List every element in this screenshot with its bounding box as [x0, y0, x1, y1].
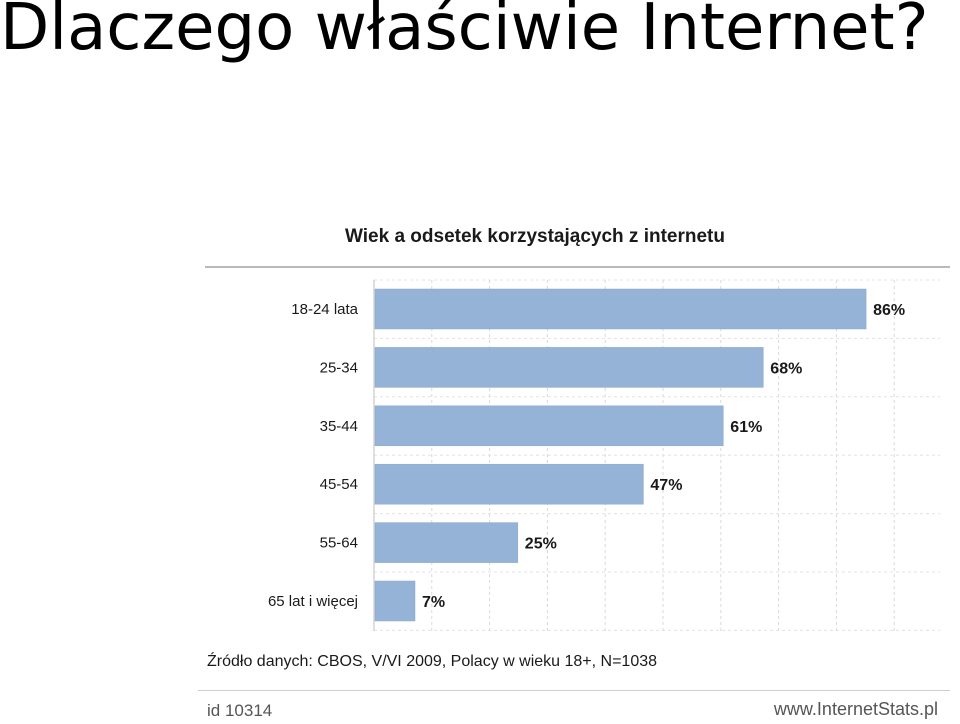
value-label: 47% — [650, 477, 682, 494]
category-label: 35-44 — [320, 418, 358, 435]
category-label: 25-34 — [320, 359, 358, 376]
bar — [374, 347, 764, 388]
value-label: 25% — [525, 536, 557, 553]
bar — [374, 463, 644, 505]
source-site: www.InternetStats.pl — [773, 699, 938, 719]
value-label: 86% — [873, 302, 905, 319]
value-label: 68% — [770, 360, 802, 377]
category-label: 65 lat i więcej — [268, 593, 358, 610]
value-label: 61% — [730, 419, 762, 436]
category-label: 45-54 — [320, 476, 358, 493]
chart-top-rule — [205, 266, 950, 268]
bar — [374, 405, 724, 447]
slide-title: Dlaczego właściwie Internet? — [0, 0, 929, 65]
chart-bottom-rule — [198, 690, 950, 691]
bar — [374, 288, 867, 330]
chart-source: Źródło danych: CBOS, V/VI 2009, Polacy w… — [207, 653, 658, 670]
category-label: 55-64 — [320, 535, 358, 552]
category-label: 18-24 lata — [291, 301, 358, 318]
bar — [374, 580, 416, 622]
bar — [374, 522, 519, 563]
chart-title: Wiek a odsetek korzystających z internet… — [345, 226, 725, 247]
chart-id: id 10314 — [207, 701, 273, 720]
gridlines — [373, 279, 940, 631]
value-label: 7% — [422, 594, 445, 611]
